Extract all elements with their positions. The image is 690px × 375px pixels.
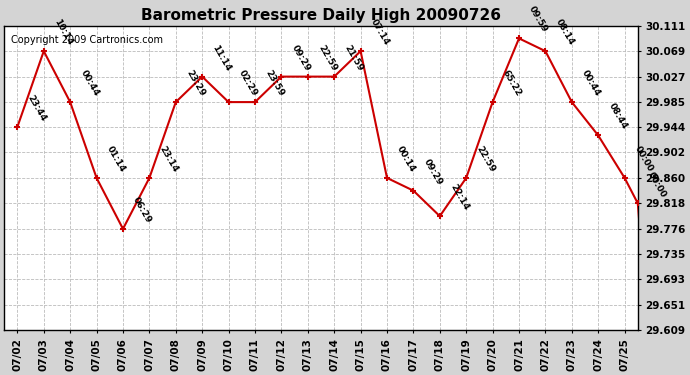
Text: 10:14: 10:14 [52, 18, 75, 47]
Text: 00:44: 00:44 [580, 69, 602, 98]
Text: 00:44: 00:44 [79, 69, 101, 98]
Text: 09:29: 09:29 [422, 157, 444, 186]
Text: 11:14: 11:14 [210, 43, 233, 72]
Text: 23:14: 23:14 [158, 144, 180, 174]
Text: 23:44: 23:44 [0, 374, 1, 375]
Text: 08:14: 08:14 [554, 18, 576, 47]
Text: 23:44: 23:44 [26, 93, 48, 123]
Text: 23:59: 23:59 [264, 69, 286, 98]
Text: 09:29: 09:29 [290, 43, 312, 72]
Text: 02:29: 02:29 [237, 69, 259, 98]
Title: Barometric Pressure Daily High 20090726: Barometric Pressure Daily High 20090726 [141, 8, 501, 23]
Text: 22:14: 22:14 [448, 183, 471, 212]
Text: 00:00: 00:00 [646, 170, 668, 199]
Text: 06:29: 06:29 [131, 195, 153, 225]
Text: 01:14: 01:14 [105, 144, 127, 174]
Text: 00:14: 00:14 [395, 145, 417, 174]
Text: 22:59: 22:59 [316, 43, 338, 72]
Text: 65:22: 65:22 [501, 69, 523, 98]
Text: 08:44: 08:44 [607, 102, 629, 131]
Text: 23:29: 23:29 [184, 69, 206, 98]
Text: 09:59: 09:59 [527, 5, 549, 34]
Text: 22:59: 22:59 [475, 144, 497, 174]
Text: 21:59: 21:59 [342, 43, 365, 72]
Text: Copyright 2009 Cartronics.com: Copyright 2009 Cartronics.com [10, 35, 163, 45]
Text: 07:14: 07:14 [369, 18, 391, 47]
Text: 00:00: 00:00 [633, 145, 655, 174]
